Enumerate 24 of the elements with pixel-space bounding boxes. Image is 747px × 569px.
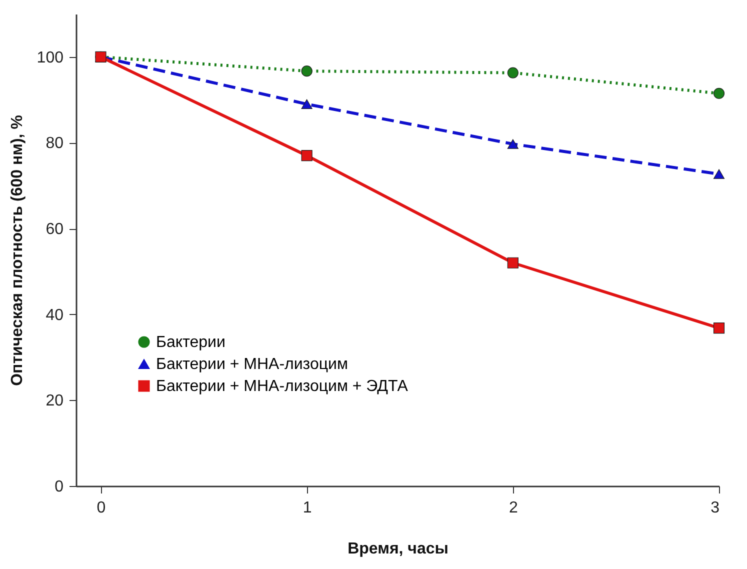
legend-label: Бактерии [156, 334, 226, 351]
y-tick-label: 0 [54, 478, 64, 496]
legend-label: Бактерии + МНА-лизоцим + ЭДТА [156, 378, 408, 395]
x-tick-label: 0 [96, 500, 106, 516]
x-tick-label: 2 [508, 500, 518, 516]
point [507, 257, 518, 268]
x-axis-title: Время, часы [348, 540, 448, 558]
x-tick-label: 3 [710, 500, 720, 516]
y-tick-label: 80 [46, 135, 64, 152]
y-axis-title: Оптическая плотность (600 нм), % [8, 115, 26, 386]
point [301, 66, 312, 77]
point [301, 150, 312, 162]
point [713, 169, 725, 179]
point [507, 67, 518, 78]
point [507, 139, 518, 149]
y-tick-label: 40 [46, 306, 64, 324]
legend-label: Бактерии + МНА-лизоцим [156, 356, 348, 373]
point [301, 99, 312, 109]
x-tick-label: 1 [302, 500, 312, 516]
point [713, 322, 725, 334]
y-tick-label: 100 [36, 49, 64, 66]
y-tick-label: 20 [46, 392, 64, 410]
point [713, 88, 725, 99]
y-tick-label: 60 [46, 221, 64, 238]
